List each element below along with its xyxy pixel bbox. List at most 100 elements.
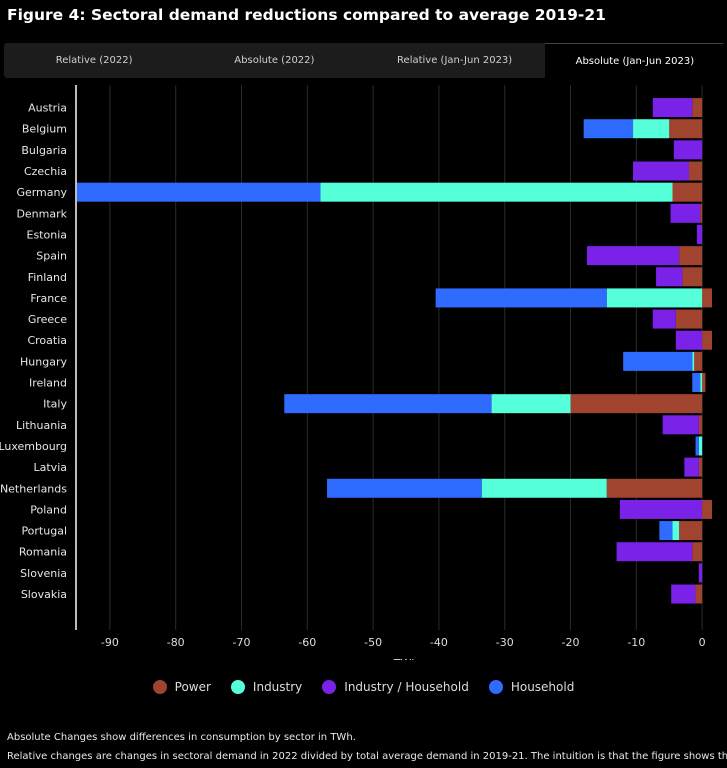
tab-relative-jan-jun-2023[interactable]: Relative (Jan-Jun 2023)	[397, 55, 513, 66]
bar-segment	[327, 478, 482, 498]
bar-segment	[606, 478, 703, 498]
y-tick-label: Slovakia	[21, 588, 67, 601]
bar-segment	[672, 521, 680, 541]
bar-segment	[700, 203, 703, 223]
x-tick-label: -40	[430, 636, 448, 649]
bar-segment	[698, 436, 703, 456]
y-tick-label: Germany	[16, 186, 67, 199]
legend-swatch	[488, 680, 503, 694]
bar-segment	[700, 373, 703, 393]
chart-legend: Power Industry Industry / Household Hous…	[0, 680, 727, 694]
legend-label: Industry	[252, 680, 303, 694]
y-tick-label: Austria	[28, 102, 67, 115]
bar-segment	[698, 563, 703, 583]
x-axis-label: TWh	[393, 657, 419, 660]
y-tick-label: Romania	[19, 546, 67, 559]
y-tick-label: Estonia	[27, 228, 68, 241]
legend-swatch	[322, 680, 337, 694]
tab-absolute-jan-jun-2023[interactable]: Absolute (Jan-Jun 2023)	[544, 43, 725, 78]
legend-label: Power	[174, 680, 211, 694]
bar-segment	[633, 161, 689, 181]
bar-segment	[652, 98, 693, 118]
x-tick-label: -20	[562, 636, 580, 649]
bar-segment	[435, 288, 607, 308]
bar-segment	[695, 584, 703, 604]
page-title: Figure 4: Sectoral demand reductions com…	[7, 6, 606, 24]
y-tick-label: Italy	[43, 398, 67, 411]
y-tick-label: Bulgaria	[21, 144, 67, 157]
bar-segment	[679, 521, 703, 541]
y-tick-label: Hungary	[20, 355, 67, 368]
y-tick-label: Finland	[28, 271, 67, 284]
tab-absolute-2022[interactable]: Absolute (2022)	[234, 55, 315, 66]
legend-item-household[interactable]: Household	[488, 680, 575, 694]
x-tick-label: -70	[233, 636, 251, 649]
bar-segment	[671, 584, 696, 604]
bar-segment	[652, 309, 676, 329]
x-tick-label: -50	[364, 636, 382, 649]
x-tick-label: 0	[699, 636, 706, 649]
y-tick-label: Belgium	[22, 123, 67, 136]
y-tick-label: France	[30, 292, 67, 305]
bar-segment	[673, 140, 703, 160]
y-tick-label: Denmark	[16, 207, 67, 220]
x-tick-label: -10	[627, 636, 645, 649]
bar-segment	[702, 330, 712, 350]
bar-segment	[586, 246, 680, 266]
bar-segment	[702, 499, 712, 519]
bar-segment	[669, 119, 703, 139]
bar-segment	[623, 351, 693, 371]
bar-segment	[696, 224, 703, 244]
bar-segment	[481, 478, 607, 498]
bar-segment	[77, 182, 321, 202]
x-tick-label: -90	[101, 636, 119, 649]
bar-segment	[284, 394, 492, 414]
bar-segment	[570, 394, 703, 414]
bar-segment	[616, 542, 693, 562]
bar-segment	[606, 288, 703, 308]
tab-relative-2022[interactable]: Relative (2022)	[55, 55, 133, 66]
legend-item-power[interactable]: Power	[152, 680, 211, 694]
bar-segment	[692, 98, 703, 118]
y-tick-label: Ireland	[29, 377, 67, 390]
bar-segment	[679, 246, 703, 266]
bar-segment	[688, 161, 703, 181]
bar-segment	[320, 182, 673, 202]
legend-item-industry-household[interactable]: Industry / Household	[322, 680, 469, 694]
x-tick-label: -60	[298, 636, 316, 649]
footnote-absolute: Absolute Changes show differences in con…	[7, 732, 356, 743]
bar-segment	[659, 521, 673, 541]
legend-swatch	[230, 680, 245, 694]
tab-bar: Relative (2022) Absolute (2022) Relative…	[4, 43, 725, 78]
bar-chart: -90 -80 -70 -60 -50 -40 -30 -20 -10 0 TWh Austria Be…	[0, 85, 712, 660]
legend-label: Household	[510, 680, 575, 694]
bar-segment	[692, 351, 695, 371]
bar-segment	[694, 351, 703, 371]
x-tick-label: -80	[167, 636, 185, 649]
y-tick-label: Czechia	[24, 165, 67, 178]
bar-segment	[695, 436, 699, 456]
y-tick-label: Croatia	[27, 334, 67, 347]
bar-segment	[702, 288, 712, 308]
x-tick-label: -30	[496, 636, 514, 649]
bar-segment	[656, 267, 683, 287]
bar-segment	[583, 119, 634, 139]
bar-segment	[698, 457, 703, 477]
bar-segment	[633, 119, 670, 139]
footnote-relative: Relative changes are changes in sectoral…	[7, 751, 727, 762]
y-tick-label: Latvia	[34, 461, 68, 474]
bar-segment	[662, 415, 699, 435]
legend-item-industry[interactable]: Industry	[230, 680, 303, 694]
bar-segment	[491, 394, 571, 414]
y-tick-label: Lithuania	[16, 419, 67, 432]
bar-segment	[675, 330, 703, 350]
y-tick-label: Spain	[36, 250, 67, 263]
bar-segment	[682, 267, 703, 287]
y-tick-label: Greece	[28, 313, 67, 326]
legend-label: Industry / Household	[344, 680, 469, 694]
bar-segment	[670, 203, 701, 223]
legend-swatch	[152, 680, 167, 694]
y-tick-label: Luxembourg	[0, 440, 67, 453]
bar-segment	[698, 415, 703, 435]
bar-segment	[692, 373, 701, 393]
